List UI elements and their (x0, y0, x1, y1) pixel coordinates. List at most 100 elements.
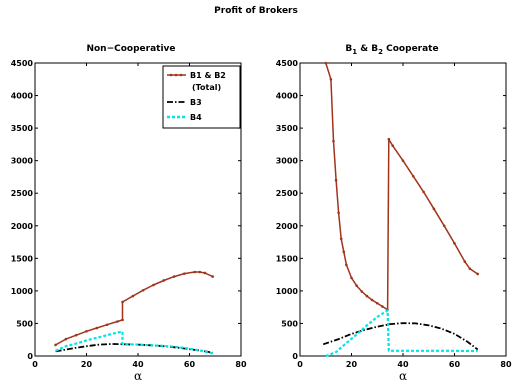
y-tick-label: 4500 (11, 59, 34, 68)
data-point (370, 298, 374, 302)
y-tick-label: 0 (292, 352, 298, 361)
x-tick-label: 60 (184, 360, 196, 369)
data-point (211, 275, 214, 278)
data-point (453, 242, 456, 245)
series-line-b1-b2-total (325, 62, 479, 311)
x-tick-label: 0 (297, 360, 303, 369)
y-tick-label: 4000 (276, 92, 299, 101)
data-point (121, 300, 124, 304)
chart-title: Non−Cooperative (86, 44, 175, 54)
x-axis-label: α (134, 369, 142, 383)
legend-box (162, 65, 241, 129)
data-point (463, 260, 467, 263)
y-tick-label: 2000 (276, 222, 299, 231)
x-tick-label: 40 (132, 360, 144, 369)
ticks: 0 20 40 60 80 0 500 1000 1500 2000 2500 3000 3500 400… (276, 59, 512, 369)
data-point (116, 320, 119, 323)
data-point (391, 144, 395, 147)
data-point (183, 272, 186, 275)
x-tick-label: 40 (397, 360, 409, 369)
data-point (198, 270, 202, 274)
y-tick-label: 4500 (276, 59, 299, 68)
data-point (387, 137, 391, 141)
y-tick-label: 1000 (11, 287, 34, 296)
data-point (324, 61, 328, 65)
data-point (329, 77, 333, 81)
data-point (121, 318, 124, 322)
data-point (332, 139, 335, 143)
title-mid: & B (357, 44, 378, 54)
data-point (468, 267, 472, 271)
data-point (152, 283, 155, 287)
series-line-b3 (55, 343, 213, 354)
data-point (345, 263, 348, 267)
data-point (422, 190, 425, 194)
data-point (141, 288, 145, 292)
chart-non-cooperative: Non−Cooperative α 0 20 40 60 80 0 500 1000 1500 2… (11, 44, 247, 383)
y-tick-label: 1000 (276, 287, 299, 296)
data-point (85, 329, 88, 333)
y-tick-label: 1500 (276, 254, 299, 263)
series-lines (54, 270, 214, 355)
series-lines (322, 61, 479, 358)
data-point (360, 290, 364, 293)
legend-label-b4: B4 (190, 113, 202, 122)
legend-label-b3: B3 (190, 98, 202, 107)
series-line-b4 (325, 309, 478, 358)
x-tick-label: 80 (235, 360, 247, 369)
data-point (193, 270, 196, 274)
data-point (432, 207, 436, 211)
data-point (131, 294, 135, 298)
y-tick-label: 3500 (276, 124, 299, 133)
legend-label-total-2: (Total) (192, 83, 221, 92)
y-tick-label: 3000 (11, 157, 34, 166)
ticks: 0 20 40 60 80 0 500 1000 1500 2000 2500 3000 3500 400… (11, 59, 247, 369)
data-point (381, 305, 384, 308)
figure-title: Profit of Brokers (214, 6, 298, 16)
data-point (442, 224, 446, 228)
series-line-b1-b2-total (55, 271, 214, 346)
x-tick-label: 60 (449, 360, 461, 369)
legend: B1 & B2 (Total) B3 B4 (162, 65, 241, 129)
x-axis-label: α (399, 369, 407, 383)
data-point (334, 178, 338, 182)
y-tick-label: 2000 (11, 222, 34, 231)
y-tick-label: 3000 (276, 157, 299, 166)
data-point (95, 326, 99, 330)
title-sub-1: 1 (352, 48, 357, 56)
data-point (412, 174, 415, 178)
legend-marker-total-3 (179, 73, 183, 77)
x-tick-label: 20 (346, 360, 358, 369)
data-point (105, 323, 109, 327)
data-point (339, 237, 343, 241)
data-point (64, 337, 68, 341)
y-tick-label: 500 (281, 319, 298, 328)
data-point (365, 294, 369, 298)
series-line-b4 (55, 330, 213, 355)
y-tick-label: 1500 (11, 254, 34, 263)
legend-marker-total-2 (174, 73, 178, 77)
y-tick-label: 3500 (11, 124, 34, 133)
data-point (162, 279, 166, 282)
y-tick-label: 2500 (276, 189, 299, 198)
x-tick-label: 0 (32, 360, 38, 369)
x-tick-label: 20 (81, 360, 93, 369)
data-point (350, 276, 353, 280)
data-point (74, 333, 78, 337)
x-tick-label: 80 (500, 360, 512, 369)
chart-cooperate: B1 & B2 Cooperate α 0 20 40 60 80 0 500 1000 150… (276, 44, 512, 383)
data-point (355, 284, 358, 287)
y-tick-label: 4000 (11, 92, 34, 101)
data-point (476, 272, 479, 276)
data-point (337, 211, 340, 215)
y-tick-label: 0 (27, 352, 33, 361)
series-line-b3 (322, 322, 479, 351)
data-point (375, 301, 379, 305)
data-point (172, 275, 176, 278)
y-tick-label: 2500 (11, 189, 34, 198)
title-b: B (345, 44, 352, 54)
plot-frame (299, 62, 507, 357)
data-point (342, 250, 346, 254)
legend-marker-total-1 (169, 73, 173, 77)
